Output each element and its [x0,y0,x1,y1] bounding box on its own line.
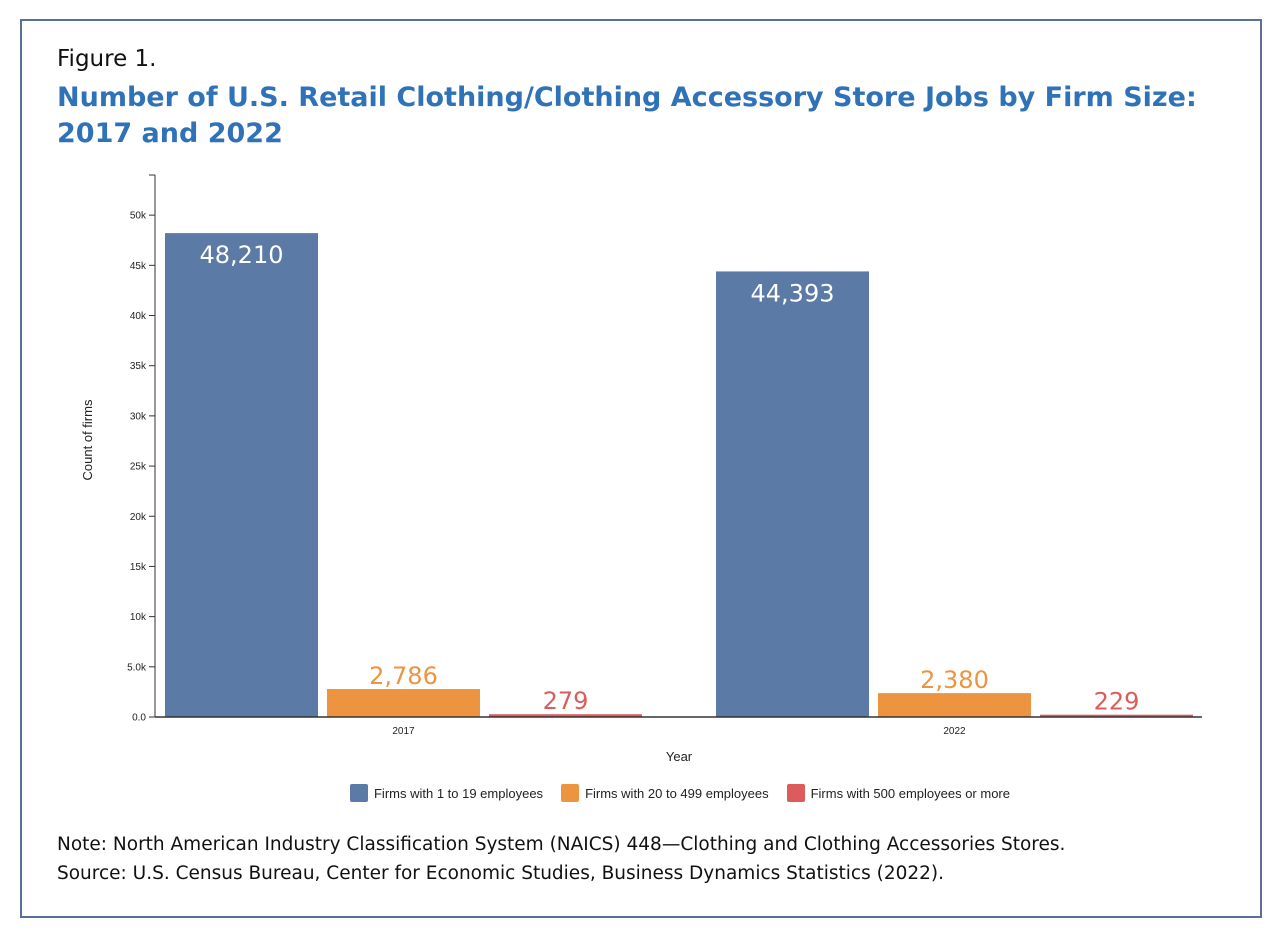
legend-item: Firms with 1 to 19 employees [349,784,544,802]
legend-item: Firms with 500 employees or more [786,784,1010,802]
y-tick-label: 10k [130,612,147,623]
x-tick-label: 2022 [943,726,966,737]
data-label: 279 [543,687,589,715]
y-tick-label: 20k [130,512,147,523]
figure-notes: Note: North American Industry Classifica… [57,830,1237,888]
y-tick-label: 35k [130,361,147,372]
chart-title: Number of U.S. Retail Clothing/Clothing … [57,82,1197,149]
figure-label: Figure 1. [57,46,157,72]
legend-swatch [561,784,580,802]
bar-2017-series-1 [165,233,318,717]
y-tick-label: 5.0k [127,662,147,673]
chart-legend: Firms with 1 to 19 employees Firms with 2… [0,784,1280,802]
x-axis-label: Year [666,749,693,764]
y-tick-label: 0.0 [132,713,146,724]
legend-item: Firms with 20 to 499 employees [561,784,769,802]
x-tick-label: 2017 [392,726,415,737]
legend-label: Firms with 20 to 499 employees [585,785,769,801]
data-label: 2,786 [369,662,438,690]
y-tick-label: 15k [130,562,147,573]
note-text: Note: North American Industry Classifica… [57,834,1066,855]
y-tick-label: 40k [130,311,147,322]
legend-swatch [786,784,805,802]
legend-label: Firms with 500 employees or more [810,785,1010,801]
y-tick-label: 30k [130,411,147,422]
y-tick-label: 45k [130,261,147,272]
legend-label: Firms with 1 to 19 employees [373,785,544,801]
data-label: 44,393 [751,279,835,307]
bar-2017-series-3 [489,714,642,717]
data-label: 48,210 [200,241,284,269]
legend-swatch [349,784,368,802]
y-axis-label: Count of firms [80,399,95,480]
bar-2022-series-2 [878,693,1031,717]
data-label: 229 [1094,688,1140,716]
data-label: 2,380 [920,666,989,694]
y-tick-label: 50k [130,211,147,222]
bar-2022-series-3 [1040,714,1193,717]
y-tick-label: 25k [130,462,147,473]
bar-2022-series-1 [716,271,869,717]
bar-2017-series-2 [327,689,480,717]
figure-frame [20,19,1262,918]
source-text: Source: U.S. Census Bureau, Center for E… [57,863,945,884]
